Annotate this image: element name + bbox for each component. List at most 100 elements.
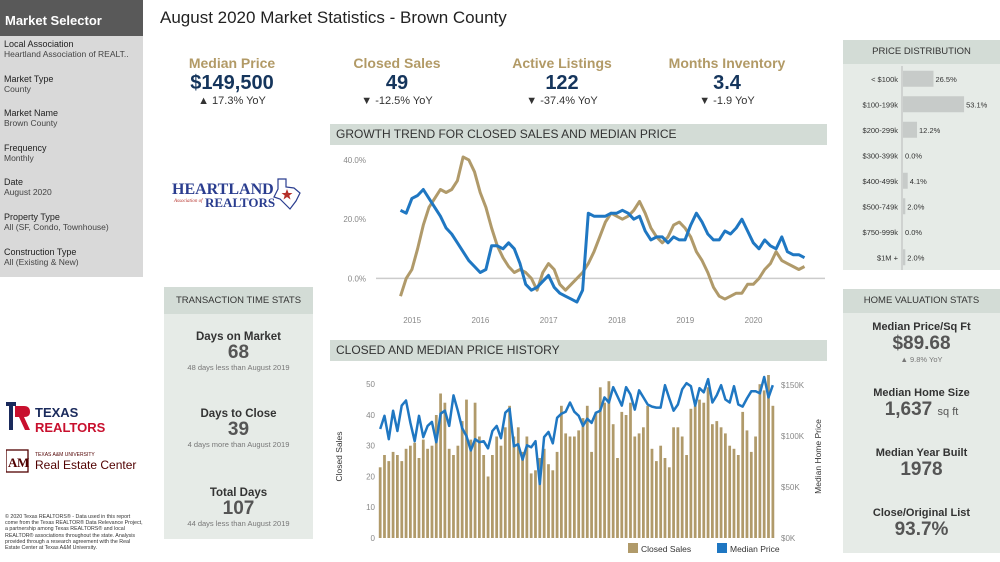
history-bar[interactable] (547, 464, 550, 538)
history-bar[interactable] (642, 427, 645, 538)
history-bar[interactable] (538, 458, 542, 538)
history-bar[interactable] (685, 455, 688, 538)
history-bar[interactable] (736, 455, 740, 538)
history-bar[interactable] (749, 451, 753, 538)
history-bar[interactable] (698, 399, 701, 538)
history-bar[interactable] (568, 436, 572, 539)
history-bar[interactable] (443, 402, 447, 538)
history-bar[interactable] (529, 473, 533, 538)
history-bar[interactable] (672, 427, 675, 538)
history-bar[interactable] (624, 415, 628, 538)
filter-market-name[interactable]: Market Name Brown County (0, 105, 143, 140)
history-bar[interactable] (577, 430, 581, 538)
history-bar[interactable] (512, 436, 516, 539)
history-bar[interactable] (655, 461, 658, 538)
history-bar[interactable] (762, 390, 766, 538)
filter-construction-type[interactable]: Construction Type All (Existing & New) (0, 244, 143, 279)
history-bar[interactable] (629, 402, 632, 538)
filter-value[interactable]: August 2020 (4, 187, 52, 198)
history-bar[interactable] (620, 411, 624, 538)
filter-value[interactable]: All (Existing & New) (4, 256, 79, 267)
history-bar[interactable] (460, 421, 464, 538)
history-bar[interactable] (564, 433, 568, 538)
history-median-price-line[interactable] (379, 375, 774, 486)
history-bar[interactable] (456, 445, 460, 538)
dist-bar[interactable] (903, 172, 908, 189)
history-bar[interactable] (503, 427, 507, 538)
history-bar[interactable] (525, 436, 529, 539)
dist-bar[interactable] (903, 121, 918, 138)
history-bar[interactable] (473, 402, 477, 538)
history-bar[interactable] (396, 455, 399, 538)
history-bar[interactable] (413, 442, 417, 538)
history-bar[interactable] (663, 458, 667, 538)
history-bar[interactable] (771, 405, 775, 538)
history-bar[interactable] (482, 455, 486, 538)
history-bar[interactable] (719, 427, 723, 538)
history-bar[interactable] (495, 436, 499, 539)
history-bar[interactable] (693, 405, 697, 538)
history-bar[interactable] (452, 455, 455, 538)
history-bar[interactable] (486, 476, 490, 539)
filter-value[interactable]: County (4, 83, 31, 94)
history-bar[interactable] (646, 405, 650, 538)
history-bar[interactable] (637, 433, 641, 538)
history-bar[interactable] (469, 439, 473, 538)
history-bar[interactable] (508, 405, 511, 538)
history-bar[interactable] (590, 451, 593, 538)
history-bar[interactable] (534, 470, 537, 538)
history-bar[interactable] (560, 405, 563, 538)
dist-bar[interactable] (903, 70, 934, 87)
history-bar[interactable] (400, 461, 404, 538)
history-bar[interactable] (478, 436, 481, 539)
history-bar[interactable] (659, 445, 663, 538)
history-bar[interactable] (391, 451, 395, 538)
history-bar[interactable] (426, 448, 429, 538)
history-bar[interactable] (611, 424, 615, 538)
history-bar[interactable] (689, 408, 693, 538)
history-bar[interactable] (499, 445, 503, 538)
history-bar[interactable] (439, 393, 442, 539)
history-bar[interactable] (767, 375, 770, 538)
filter-market-type[interactable]: Market Type County (0, 71, 143, 106)
filter-value[interactable]: Monthly (4, 152, 34, 163)
filter-value[interactable]: All (SF, Condo, Townhouse) (4, 221, 109, 232)
history-bar[interactable] (706, 387, 710, 538)
history-bar[interactable] (434, 415, 438, 538)
history-bar[interactable] (616, 458, 619, 538)
history-bar[interactable] (542, 448, 546, 538)
history-bar[interactable] (667, 467, 671, 538)
growth-series-line[interactable] (399, 155, 806, 301)
history-bar[interactable] (676, 427, 680, 538)
history-bar[interactable] (417, 458, 421, 538)
history-bar[interactable] (650, 448, 654, 538)
filter-property-type[interactable]: Property Type All (SF, Condo, Townhouse) (0, 209, 143, 244)
history-bar[interactable] (607, 381, 611, 538)
history-bar[interactable] (680, 436, 684, 539)
dist-bar[interactable] (903, 249, 906, 266)
history-bar[interactable] (754, 436, 757, 539)
history-bar[interactable] (724, 433, 727, 538)
filter-local-association[interactable]: Local Association Heartland Association … (0, 36, 143, 71)
history-bar[interactable] (758, 384, 762, 538)
history-bar[interactable] (573, 436, 576, 539)
history-bar[interactable] (598, 387, 602, 538)
history-bar[interactable] (516, 427, 520, 538)
history-bar[interactable] (521, 451, 524, 538)
history-bar[interactable] (378, 467, 382, 538)
history-bar[interactable] (404, 448, 408, 538)
growth-series-line[interactable] (399, 188, 806, 304)
history-bar[interactable] (702, 402, 706, 538)
filter-value[interactable]: Heartland Association of REALT.. (4, 49, 129, 59)
history-bar[interactable] (383, 455, 386, 538)
history-bar[interactable] (732, 448, 736, 538)
history-bar[interactable] (409, 445, 412, 538)
history-bar[interactable] (603, 402, 606, 538)
history-bar[interactable] (555, 451, 559, 538)
history-bar[interactable] (715, 421, 719, 538)
history-bar[interactable] (633, 436, 637, 539)
filter-value[interactable]: Brown County (4, 118, 58, 129)
history-bar[interactable] (594, 411, 598, 538)
history-bar[interactable] (728, 445, 732, 538)
history-bar[interactable] (585, 405, 589, 538)
